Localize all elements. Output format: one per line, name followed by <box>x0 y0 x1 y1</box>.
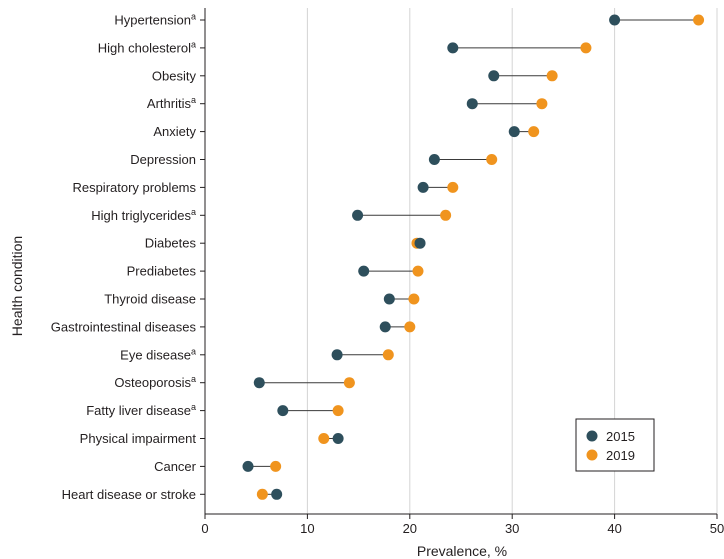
category-label: Heart disease or stroke <box>62 487 196 502</box>
category-label: Eye diseasea <box>120 346 196 362</box>
category-label-text: Fatty liver disease <box>86 403 191 418</box>
point-2019 <box>528 126 540 138</box>
point-2015 <box>414 237 426 249</box>
category-label-text: Prediabetes <box>127 264 197 279</box>
point-2019 <box>693 14 705 26</box>
category-label: Thyroid disease <box>104 292 196 307</box>
point-2015 <box>277 405 289 417</box>
point-2015 <box>379 321 391 333</box>
footnote-marker: a <box>191 207 196 217</box>
category-label-text: Osteoporosis <box>114 375 191 390</box>
point-2019 <box>412 265 424 277</box>
x-tick-label: 0 <box>201 521 208 536</box>
point-2015 <box>352 209 364 221</box>
category-label: Diabetes <box>145 236 197 251</box>
category-label: Physical impairment <box>80 431 197 446</box>
data-points <box>242 14 705 500</box>
category-label: High triglyceridesa <box>91 207 196 223</box>
category-label-text: Physical impairment <box>80 431 197 446</box>
point-2019 <box>447 181 459 193</box>
point-2015 <box>271 488 283 500</box>
legend-label-2019: 2019 <box>606 448 635 463</box>
category-label-text: Thyroid disease <box>104 292 196 307</box>
x-tick-label: 30 <box>505 521 519 536</box>
category-label-text: Heart disease or stroke <box>62 487 196 502</box>
point-2019 <box>382 349 394 361</box>
point-2015 <box>242 460 254 472</box>
point-2019 <box>256 488 268 500</box>
x-axis: 0 10 20 30 40 50 <box>200 8 724 536</box>
category-label-text: Hypertension <box>114 13 191 28</box>
gridlines <box>306 8 718 514</box>
point-2015 <box>383 293 395 305</box>
point-2019 <box>343 377 355 389</box>
x-tick-label: 40 <box>607 521 621 536</box>
category-label: Osteoporosisa <box>114 374 196 390</box>
point-2015 <box>428 154 440 165</box>
point-2019 <box>270 460 282 472</box>
point-2015 <box>331 349 343 361</box>
category-label: Depression <box>130 152 196 167</box>
x-tick-label: 50 <box>710 521 724 536</box>
point-2015 <box>466 98 478 110</box>
category-label: Hypertensiona <box>114 12 196 28</box>
point-2015 <box>488 70 500 82</box>
category-label-text: Obesity <box>152 68 197 83</box>
y-axis-title: Health condition <box>9 236 25 336</box>
footnote-marker: a <box>191 402 196 412</box>
point-2015 <box>609 14 621 26</box>
footnote-marker: a <box>191 12 196 22</box>
legend-marker-2015 <box>586 430 598 442</box>
point-2019 <box>440 209 452 221</box>
category-label-text: High triglycerides <box>91 208 191 223</box>
point-2015 <box>417 181 429 193</box>
point-2019 <box>332 405 344 417</box>
point-2019 <box>486 154 498 165</box>
x-tick-label: 20 <box>403 521 417 536</box>
footnote-marker: a <box>191 374 196 384</box>
category-label: High cholesterola <box>98 39 196 55</box>
category-label-text: Anxiety <box>153 124 196 139</box>
category-label: Obesity <box>152 68 197 83</box>
point-2019 <box>546 70 558 82</box>
category-label: Respiratory problems <box>72 180 196 195</box>
category-label: Prediabetes <box>127 264 197 279</box>
point-2015 <box>447 42 459 54</box>
x-axis-title: Prevalence, % <box>417 543 507 559</box>
footnote-marker: a <box>191 346 196 356</box>
category-label: Fatty liver diseasea <box>86 402 196 418</box>
point-2019 <box>536 98 548 110</box>
legend-box <box>575 418 655 472</box>
point-2019 <box>404 321 416 333</box>
point-2015 <box>332 433 344 444</box>
footnote-marker: a <box>191 39 196 49</box>
legend: 2015 2019 <box>575 418 655 472</box>
footnote-marker: a <box>191 95 196 105</box>
point-2015 <box>508 126 520 138</box>
category-label: Gastrointestinal diseases <box>51 319 197 334</box>
category-label-text: Cancer <box>154 459 197 474</box>
point-2019 <box>408 293 420 305</box>
category-label-text: Gastrointestinal diseases <box>51 319 197 334</box>
category-label-text: High cholesterol <box>98 40 191 55</box>
category-label-text: Depression <box>130 152 196 167</box>
x-tick-label: 10 <box>300 521 314 536</box>
legend-label-2015: 2015 <box>606 429 635 444</box>
legend-marker-2019 <box>586 449 598 461</box>
category-label: Anxiety <box>153 124 196 139</box>
category-label-text: Arthritis <box>147 96 192 111</box>
point-2015 <box>253 377 265 389</box>
category-label: Cancer <box>154 459 197 474</box>
category-label-text: Respiratory problems <box>72 180 196 195</box>
point-2019 <box>318 433 330 444</box>
point-2019 <box>580 42 592 54</box>
category-label-text: Diabetes <box>145 236 197 251</box>
category-label: Arthritisa <box>147 95 196 111</box>
point-2015 <box>358 265 370 277</box>
category-label-text: Eye disease <box>120 347 191 362</box>
